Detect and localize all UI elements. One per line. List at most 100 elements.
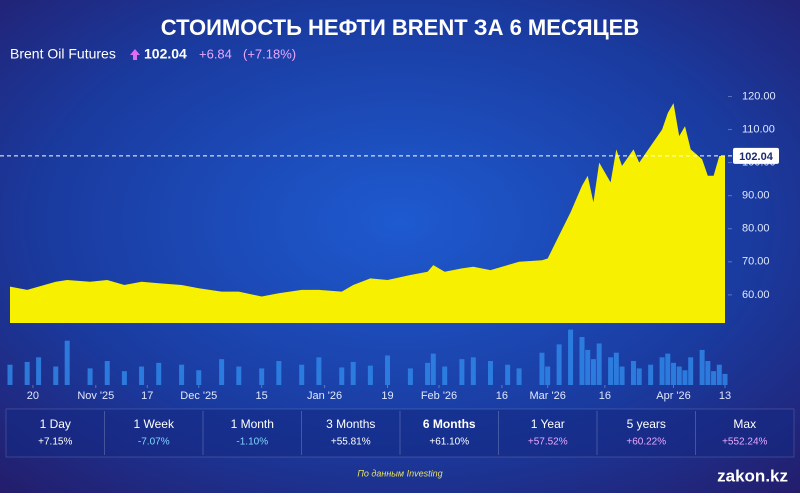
- volume-bar: [579, 337, 585, 385]
- x-tick-label: Jan '26: [307, 390, 342, 402]
- period-change: +7.15%: [38, 437, 72, 448]
- volume-bar: [545, 366, 551, 385]
- header-change-pct: (+7.18%): [243, 46, 296, 61]
- y-tick-label: 120.00: [742, 90, 776, 102]
- volume-bar: [179, 364, 185, 385]
- volume-bar: [407, 368, 413, 385]
- volume-bar: [596, 343, 602, 385]
- volume-bar: [442, 366, 448, 385]
- volume-bar: [236, 366, 242, 385]
- x-tick-label: Dec '25: [180, 390, 217, 402]
- volume-bar: [568, 329, 574, 385]
- volume-bar: [682, 370, 688, 385]
- volume-bar: [619, 366, 625, 385]
- volume-bar: [630, 361, 636, 385]
- x-tick-label: Apr '26: [656, 390, 691, 402]
- volume-bar: [608, 357, 614, 385]
- volume-bar: [139, 366, 145, 385]
- volume-bar: [7, 364, 13, 385]
- volume-bar: [470, 357, 476, 385]
- volume-bar: [425, 362, 431, 385]
- price-badge-label: 102.04: [739, 151, 774, 163]
- volume-bar: [385, 355, 391, 385]
- period-change: -7.07%: [138, 437, 170, 448]
- period-label: 6 Months: [423, 417, 476, 431]
- volume-bar: [671, 362, 677, 385]
- volume-bar: [276, 361, 282, 385]
- volume-bar: [156, 362, 162, 385]
- volume-bar: [259, 368, 265, 385]
- x-tick-label: 16: [496, 390, 508, 402]
- brand: zakon.kz: [717, 466, 788, 485]
- volume-bar: [539, 352, 545, 385]
- header-change: +6.84: [199, 46, 232, 61]
- volume-bar: [516, 368, 522, 385]
- x-tick-label: Nov '25: [77, 390, 114, 402]
- volume-bar: [585, 349, 591, 385]
- volume-bar: [219, 359, 225, 385]
- period-label: 1 Day: [40, 417, 71, 431]
- x-tick-label: Mar '26: [530, 390, 566, 402]
- period-label: Max: [733, 417, 756, 431]
- volume-bar: [36, 357, 42, 385]
- period-label: 1 Year: [531, 417, 565, 431]
- volume-bar: [430, 353, 436, 385]
- chart-title: СТОИМОСТЬ НЕФТИ BRENT ЗА 6 МЕСЯЦЕВ: [161, 15, 640, 40]
- volume-bar: [676, 366, 682, 385]
- period-change: +61.10%: [429, 437, 469, 448]
- volume-bar: [613, 352, 619, 385]
- volume-bar: [716, 364, 722, 385]
- period-label: 5 years: [627, 417, 666, 431]
- volume-bar: [487, 361, 493, 385]
- period-label: 1 Week: [134, 417, 175, 431]
- period-change: +57.52%: [528, 437, 568, 448]
- period-change: +60.22%: [626, 437, 666, 448]
- period-label: 3 Months: [326, 417, 375, 431]
- y-tick-label: 90.00: [742, 190, 770, 202]
- volume-bar: [590, 359, 596, 385]
- source: По данным Investing: [357, 468, 442, 478]
- volume-bar: [556, 344, 562, 385]
- volume-bar: [711, 371, 717, 385]
- period-change: +552.24%: [722, 437, 767, 448]
- volume-bar: [665, 353, 671, 385]
- period-change: +55.81%: [331, 437, 371, 448]
- volume-bar: [316, 357, 322, 385]
- volume-bar: [648, 364, 654, 385]
- y-tick-label: 60.00: [742, 289, 770, 301]
- y-tick-label: 110.00: [742, 123, 775, 135]
- x-tick-label: 20: [27, 390, 39, 402]
- y-tick-label: 70.00: [742, 256, 770, 268]
- volume-bar: [121, 371, 127, 385]
- price-area: [10, 103, 725, 323]
- volume-bar: [722, 373, 728, 385]
- header-price: 102.04: [144, 46, 187, 62]
- volume-bar: [196, 370, 202, 385]
- volume-bar: [87, 368, 93, 385]
- instrument-name: Brent Oil Futures: [10, 46, 116, 62]
- volume-bar: [64, 340, 70, 385]
- volume-bar: [299, 364, 305, 385]
- volume-bar: [705, 361, 711, 385]
- volume-bar: [688, 357, 694, 385]
- period-row: [5, 408, 795, 458]
- x-tick-label: 15: [256, 390, 268, 402]
- volume-bar: [350, 361, 356, 385]
- x-tick-label: 16: [599, 390, 611, 402]
- volume-bar: [24, 361, 30, 385]
- volume-bar: [367, 365, 373, 385]
- up-arrow: [130, 49, 140, 60]
- x-tick-label: 13: [719, 390, 731, 402]
- x-tick-label: Feb '26: [421, 390, 457, 402]
- x-tick-label: 19: [381, 390, 393, 402]
- volume-bar: [104, 361, 110, 385]
- volume-bar: [53, 366, 59, 385]
- plot: 60.0070.0080.0090.00100.00110.00120.0010…: [0, 90, 795, 458]
- volume-bar: [339, 367, 345, 385]
- period-change: -1.10%: [236, 437, 268, 448]
- volume-bar: [659, 357, 665, 385]
- y-tick-label: 80.00: [742, 223, 770, 235]
- volume-bar: [699, 349, 705, 385]
- volume-bar: [636, 368, 642, 385]
